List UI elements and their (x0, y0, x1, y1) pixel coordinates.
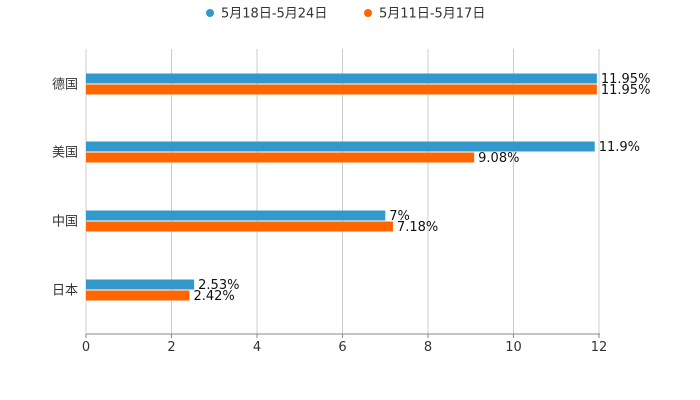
data-label-series0-2: 7% (389, 209, 410, 224)
x-tick-label-0: 0 (82, 340, 90, 355)
data-label-series0-3: 2.53% (198, 278, 239, 293)
category-label-1: 美国 (52, 146, 78, 161)
legend-label-0[interactable]: 5月18日-5月24日 (221, 7, 327, 22)
bar-series1-0 (86, 84, 597, 95)
data-labels: 11.95%11.95% 11.9% 9.08% 7%7.18% 2.53%2.42% (193, 72, 650, 304)
x-tick-label-12: 12 (591, 340, 608, 355)
bar-series0-3 (86, 279, 195, 290)
bar-series1-2 (86, 221, 393, 232)
legend: 5月18日-5月24日 5月11日-5月17日 (206, 7, 485, 22)
category-label-2: 中国 (52, 215, 78, 230)
legend-marker-1[interactable] (364, 9, 372, 17)
bars (86, 73, 597, 301)
category-label-0: 德国 (52, 78, 78, 93)
x-tick-label-6: 6 (338, 340, 346, 355)
data-label-series1-2: 7.18% (397, 220, 438, 235)
legend-label-1[interactable]: 5月11日-5月17日 (379, 7, 485, 22)
x-axis-ticks: 0 2 4 6 8 10 12 (82, 334, 607, 355)
legend-marker-0[interactable] (206, 9, 214, 17)
bar-series0-0 (86, 73, 597, 84)
x-tick-label-2: 2 (167, 340, 175, 355)
data-label-series1-3: 2.42% (193, 289, 234, 304)
x-tick-label-8: 8 (424, 340, 432, 355)
bar-series1-3 (86, 290, 190, 301)
bar-series1-1 (86, 152, 475, 163)
x-tick-label-4: 4 (253, 340, 261, 355)
data-label-series0-0: 11.95% (601, 72, 651, 87)
bar-series0-1 (86, 141, 595, 152)
data-label-series1-1: 9.08% (478, 151, 519, 166)
bar-series0-2 (86, 210, 386, 221)
data-label-series1-0: 11.95% (601, 83, 651, 98)
x-tick-label-10: 10 (505, 340, 522, 355)
gridlines (85, 49, 600, 335)
data-label-series0-1: 11.9% (599, 140, 640, 155)
category-label-3: 日本 (52, 284, 78, 299)
